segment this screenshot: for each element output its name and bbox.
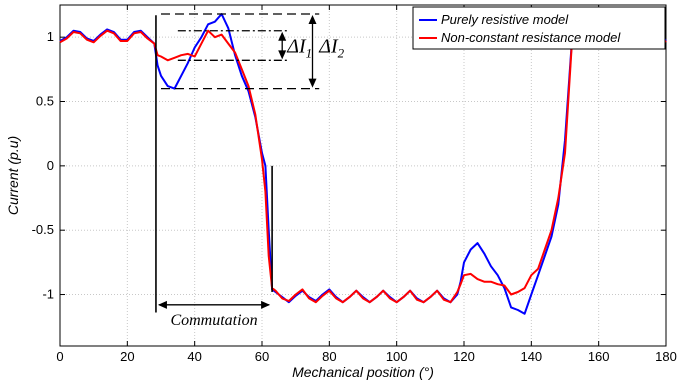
x-axis-label: Mechanical position (°) [292,364,434,380]
y-tick-label: 0 [47,158,54,173]
delta-i2-arrow-down [308,78,317,88]
series-line-non-constant-resistance [59,29,667,304]
legend: Purely resistive model Non-constant resis… [412,6,666,50]
x-tick-label: 100 [386,349,408,364]
delta-i1-arrow-up [278,31,287,41]
legend-entry-label: Non-constant resistance model [441,30,621,45]
commutation-arrow-left [157,300,167,309]
commutation-label: Commutation [170,312,257,329]
y-tick-label: 0.5 [36,94,54,109]
x-tick-label: 0 [56,349,63,364]
x-tick-label: 60 [255,349,269,364]
axis-ticks: 0 20 40 60 80 100 120 140 160 180 -1 -0.5 0 0.5 1 [32,5,677,364]
x-tick-label: 120 [453,349,475,364]
x-tick-label: 40 [187,349,201,364]
x-tick-label: 20 [120,349,134,364]
y-axis-label: Current (p.u) [5,136,21,215]
delta-i1-label: ΔI1 [286,36,312,61]
delta-i1-arrow-down [278,50,287,60]
delta-i2-arrow-up [308,15,317,25]
series-line-purely-resistive [59,13,667,315]
y-tick-label: 1 [47,29,54,44]
grid-lines [59,5,667,346]
legend-box [412,6,666,50]
delta-i2-label: ΔI2 [318,36,344,61]
y-tick-label: -1 [42,287,54,302]
commutation-arrow-right [261,300,271,309]
x-tick-label: 80 [322,349,336,364]
x-tick-label: 180 [655,349,677,364]
series-lines [59,13,667,315]
annotations: Commutation ΔI1 ΔI2 [155,13,345,329]
plot-frame [59,4,667,347]
x-tick-label: 160 [588,349,610,364]
legend-entry-label: Purely resistive model [441,12,569,27]
y-tick-label: -0.5 [32,222,54,237]
x-tick-label: 140 [520,349,542,364]
